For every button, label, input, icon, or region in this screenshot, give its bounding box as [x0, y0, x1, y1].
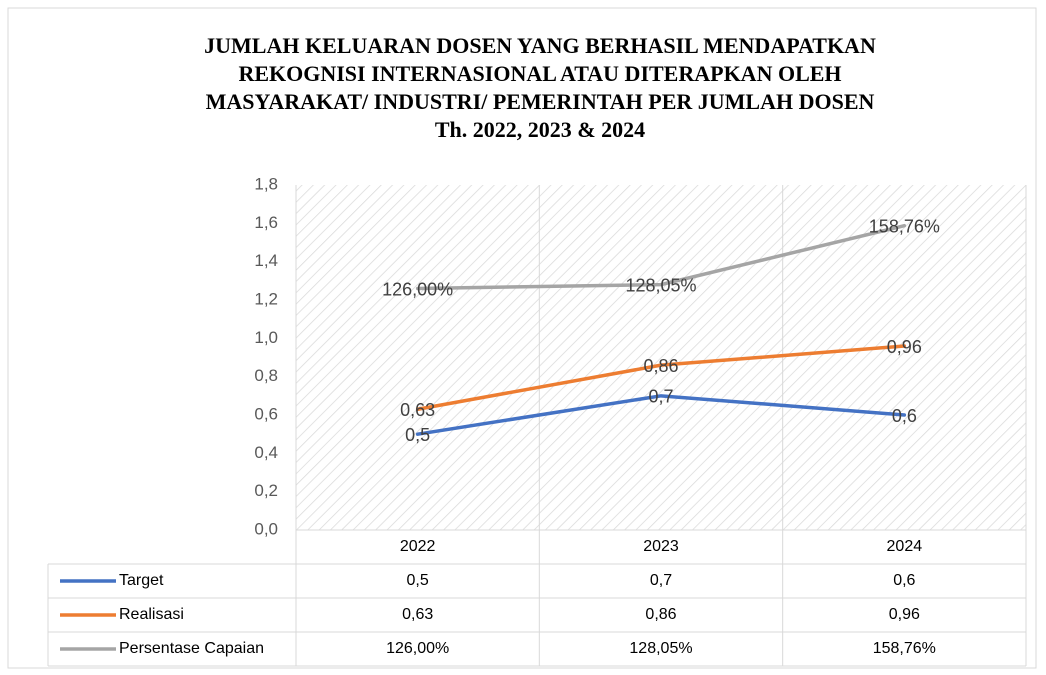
- plot-area: [296, 185, 1026, 530]
- data-label: 0,63: [400, 400, 435, 420]
- chart-title: MASYARAKAT/ INDUSTRI/ PEMERINTAH PER JUM…: [206, 89, 875, 114]
- table-cell: 0,63: [402, 606, 433, 623]
- y-tick-label: 1,0: [254, 328, 278, 347]
- legend-label: Target: [119, 572, 164, 589]
- legend-label: Persentase Capaian: [119, 640, 264, 657]
- table-cell: 158,76%: [873, 640, 936, 657]
- y-tick-label: 1,8: [254, 174, 278, 193]
- table-cell: 0,86: [645, 606, 676, 623]
- y-tick-label: 0,4: [254, 443, 278, 462]
- table-cell: 0,5: [407, 572, 429, 589]
- data-label: 128,05%: [625, 275, 696, 295]
- y-tick-label: 0,2: [254, 481, 278, 500]
- table-cell: 0,6: [893, 572, 915, 589]
- y-tick-label: 1,2: [254, 289, 278, 308]
- y-tick-label: 0,6: [254, 404, 278, 423]
- table-cell: 0,7: [650, 572, 672, 589]
- data-label: 0,96: [887, 337, 922, 357]
- y-tick-label: 1,4: [254, 251, 278, 270]
- table-cell: 0,96: [889, 606, 920, 623]
- line: [415, 394, 907, 436]
- data-label: 0,5: [405, 425, 430, 445]
- data-label: 126,00%: [382, 279, 453, 299]
- table-cell: 126,00%: [386, 640, 449, 657]
- data-label: 0,7: [648, 387, 673, 407]
- x-tick-label: 2024: [887, 538, 923, 555]
- chart-title: REKOGNISI INTERNASIONAL ATAU DITERAPKAN …: [238, 61, 841, 86]
- line: [415, 223, 907, 291]
- x-tick-label: 2023: [643, 538, 679, 555]
- table-cell: 128,05%: [629, 640, 692, 657]
- data-label: 0,6: [892, 406, 917, 426]
- data-label: 0,86: [643, 356, 678, 376]
- y-tick-label: 0,8: [254, 366, 278, 385]
- y-tick-label: 0,0: [254, 519, 278, 538]
- data-label: 158,76%: [869, 216, 940, 236]
- y-tick-label: 1,6: [254, 213, 278, 232]
- x-tick-label: 2022: [400, 538, 436, 555]
- legend-label: Realisasi: [119, 606, 184, 623]
- chart-title: JUMLAH KELUARAN DOSEN YANG BERHASIL MEND…: [204, 33, 876, 58]
- chart-subtitle: Th. 2022, 2023 & 2024: [435, 117, 645, 142]
- line: [415, 344, 907, 411]
